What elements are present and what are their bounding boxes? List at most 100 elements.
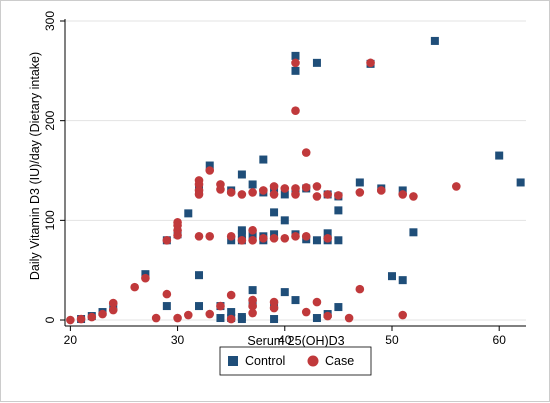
point-case-30 xyxy=(226,290,236,300)
point-case-55 xyxy=(301,183,311,192)
point-control-59 xyxy=(355,178,364,187)
point-control-38 xyxy=(280,190,289,199)
point-control-57 xyxy=(334,236,343,245)
y-axis-label: Daily Vitamin D3 (IU)/day (Dietary intak… xyxy=(28,52,42,280)
point-case-10 xyxy=(162,289,172,299)
point-case-0 xyxy=(66,315,75,325)
point-control-41 xyxy=(291,51,300,60)
legend-label-case: Case xyxy=(325,354,354,368)
point-case-26 xyxy=(216,185,225,194)
point-control-56 xyxy=(334,206,343,215)
point-control-42 xyxy=(291,66,300,75)
point-case-18 xyxy=(194,180,204,189)
point-case-67 xyxy=(355,284,365,294)
point-control-13 xyxy=(216,314,225,323)
point-control-24 xyxy=(237,315,246,324)
point-case-1 xyxy=(76,314,86,324)
point-control-21 xyxy=(237,230,246,239)
point-control-62 xyxy=(387,272,396,281)
point-case-64 xyxy=(334,191,343,200)
legend-marker-control xyxy=(228,356,238,366)
point-control-65 xyxy=(409,228,418,237)
x-tick-label-30: 30 xyxy=(171,333,185,347)
point-case-33 xyxy=(237,235,247,245)
point-case-34 xyxy=(248,188,257,197)
legend-marker-case xyxy=(307,355,319,367)
legend-box xyxy=(219,346,372,376)
point-case-14 xyxy=(173,218,182,227)
point-case-52 xyxy=(291,190,300,199)
tick-labels: 0 100 200 300 20 30 40 50 60 xyxy=(43,11,506,347)
legend: Control Case xyxy=(219,346,372,376)
point-control-40 xyxy=(280,288,289,297)
point-case-46 xyxy=(269,303,279,313)
point-control-12 xyxy=(205,161,214,170)
point-control-64 xyxy=(398,276,407,285)
point-control-66 xyxy=(430,36,439,45)
point-case-60 xyxy=(312,297,322,307)
point-control-48 xyxy=(312,58,321,67)
y-tick-label-300: 300 xyxy=(43,11,57,31)
point-case-43 xyxy=(269,190,279,199)
point-case-44 xyxy=(269,233,279,243)
point-case-28 xyxy=(226,188,236,197)
point-case-39 xyxy=(248,308,257,318)
point-case-40 xyxy=(259,186,268,195)
point-case-8 xyxy=(151,313,161,323)
x-tick-label-60: 60 xyxy=(493,333,507,347)
point-control-49 xyxy=(312,236,321,245)
point-case-15 xyxy=(173,313,182,323)
point-case-65 xyxy=(344,313,354,323)
point-case-48 xyxy=(280,233,290,243)
point-case-42 xyxy=(269,182,279,191)
point-case-63 xyxy=(323,311,332,321)
y-tick-label-0: 0 xyxy=(43,316,57,323)
point-case-21 xyxy=(194,231,204,241)
gridlines xyxy=(65,20,526,321)
point-case-47 xyxy=(280,184,290,193)
point-control-37 xyxy=(270,315,279,324)
point-case-73 xyxy=(452,182,461,191)
point-control-28 xyxy=(248,231,257,240)
point-control-6 xyxy=(162,302,171,311)
y-tick-label-100: 100 xyxy=(43,210,57,230)
point-case-20 xyxy=(194,190,204,199)
y-tick-label-200: 200 xyxy=(43,110,57,130)
point-case-66 xyxy=(355,188,365,197)
point-case-54 xyxy=(301,148,311,157)
point-case-51 xyxy=(291,184,300,193)
point-control-29 xyxy=(259,155,268,164)
point-control-58 xyxy=(334,303,343,312)
point-case-50 xyxy=(291,106,300,116)
point-case-53 xyxy=(291,231,300,241)
point-control-25 xyxy=(248,180,257,189)
point-case-2 xyxy=(87,312,97,322)
point-case-56 xyxy=(301,231,311,241)
data-points xyxy=(66,36,525,325)
series-case xyxy=(66,58,461,325)
point-case-27 xyxy=(216,301,225,311)
point-case-57 xyxy=(301,307,311,317)
point-case-16 xyxy=(183,310,193,320)
point-case-31 xyxy=(226,314,236,324)
point-case-35 xyxy=(248,226,257,235)
point-case-71 xyxy=(398,310,408,320)
point-case-49 xyxy=(291,58,300,68)
point-control-67 xyxy=(495,151,504,160)
point-control-9 xyxy=(195,271,204,280)
point-case-22 xyxy=(205,166,215,175)
point-case-4 xyxy=(108,305,118,315)
point-control-34 xyxy=(270,208,279,217)
axes xyxy=(60,19,526,331)
x-tick-label-20: 20 xyxy=(64,333,78,347)
x-tick-label-50: 50 xyxy=(385,333,399,347)
point-case-38 xyxy=(248,301,257,311)
point-control-10 xyxy=(195,302,204,311)
point-case-7 xyxy=(141,273,150,283)
point-case-3 xyxy=(98,309,107,319)
point-control-52 xyxy=(323,229,332,238)
point-case-62 xyxy=(323,233,332,243)
point-control-45 xyxy=(291,296,300,305)
point-case-24 xyxy=(205,309,215,319)
